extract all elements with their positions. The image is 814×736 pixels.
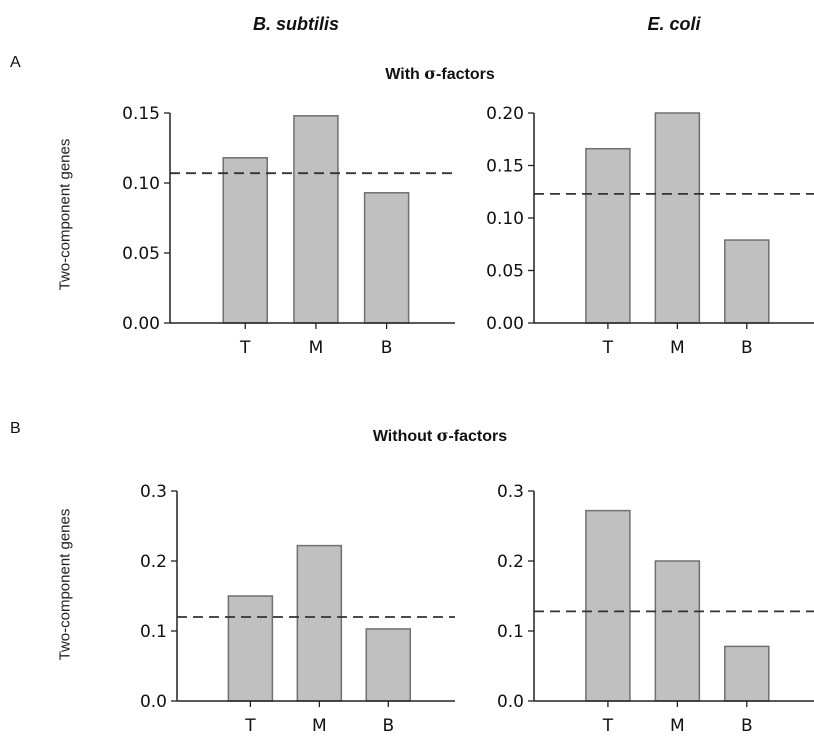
column-title-b-subtilis: B. subtilis	[252, 14, 339, 34]
y-tick-label: 0.00	[122, 314, 160, 334]
y-tick-label: 0.1	[140, 622, 167, 642]
bar-m	[296, 544, 343, 702]
x-tick-label-b: B	[741, 716, 753, 736]
bar-m	[293, 115, 339, 324]
bar-t	[585, 147, 631, 324]
panel-title-a: With σ-factors	[290, 64, 590, 84]
panel-title-a-prefix: With	[385, 66, 425, 83]
y-tick-label: 0.2	[497, 552, 524, 572]
y-tick-label: 0.1	[497, 622, 524, 642]
y-tick-label: 0.05	[122, 244, 160, 264]
bar-b	[365, 628, 412, 702]
x-tick-label-b: B	[381, 338, 393, 358]
x-tick-label-m: M	[670, 338, 685, 358]
y-tick-label: 0.05	[486, 262, 524, 282]
bar-b	[363, 192, 410, 324]
y-tick-label: 0.15	[122, 104, 160, 124]
x-tick-label-t: T	[602, 338, 614, 358]
y-tick-label: 0.3	[497, 482, 524, 502]
panel-title-b-suffix: -factors	[448, 428, 508, 445]
bar-b	[724, 645, 770, 702]
bar-m	[654, 112, 701, 324]
y-tick-label: 0.2	[140, 552, 167, 572]
x-tick-label-b: B	[741, 338, 753, 358]
y-tick-label: 0.00	[486, 314, 524, 334]
x-tick-label-t: T	[244, 716, 256, 736]
y-tick-label: 0.10	[486, 209, 524, 229]
x-tick-label-b: B	[382, 716, 394, 736]
x-tick-label-m: M	[312, 716, 327, 736]
y-tick-label: 0.15	[486, 157, 524, 177]
bar-t	[585, 509, 631, 702]
y-tick-label: 0.0	[140, 692, 167, 712]
panel-letter-b: B	[10, 420, 21, 437]
bar-m	[654, 560, 701, 702]
panel-title-b: Without σ-factors	[290, 426, 590, 446]
x-tick-label-t: T	[239, 338, 251, 358]
bar-t	[222, 157, 268, 324]
y-tick-label: 0.3	[140, 482, 167, 502]
y-tick-label: 0.10	[122, 174, 160, 194]
panel-title-a-suffix: -factors	[436, 66, 495, 83]
sigma-symbol: σ	[424, 64, 437, 83]
panel-title-b-prefix: Without	[372, 428, 437, 445]
x-tick-label-t: T	[602, 716, 614, 736]
x-tick-label-m: M	[309, 338, 324, 358]
column-title-e-coli: E. coli	[647, 14, 701, 34]
sigma-symbol: σ	[436, 426, 449, 445]
x-tick-label-m: M	[670, 716, 685, 736]
bar-b	[724, 239, 770, 324]
y-tick-label: 0.20	[486, 104, 524, 124]
bar-t	[227, 595, 274, 702]
y-tick-label: 0.0	[497, 692, 524, 712]
panel-letter-a: A	[10, 54, 21, 71]
